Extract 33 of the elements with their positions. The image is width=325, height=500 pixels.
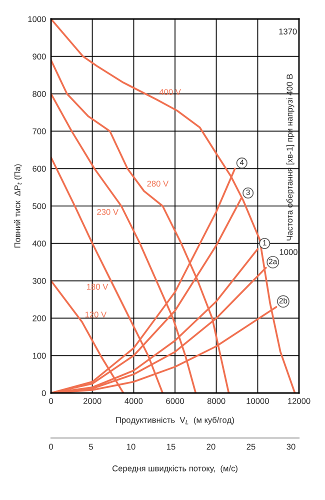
y-tick-label: 100: [32, 352, 46, 359]
y-tick-label: 600: [32, 166, 46, 172]
y-tick-label: 900: [32, 54, 46, 60]
series-label: 230 V: [97, 209, 118, 215]
x-axis-title: Продуктивність V$_{L}$ (м куб/год): [116, 416, 234, 425]
x2-tick-label: 5: [89, 444, 93, 450]
x2-tick-label: 15: [167, 444, 176, 450]
y-tick-label: 500: [32, 203, 46, 210]
x-tick-label: 2000: [84, 398, 102, 404]
series-label: 280 V: [147, 180, 169, 187]
x2-tick-label: 25: [246, 444, 256, 450]
x-tick-label: 12000: [288, 398, 310, 404]
y-tick-label: 200: [32, 315, 46, 322]
y-tick-label: 300: [32, 278, 46, 284]
x2-axis-title: Середня швидкість потоку, (м/с): [112, 465, 238, 473]
y-tick-label: 700: [32, 128, 46, 134]
annotation: 1370: [279, 28, 297, 34]
x-tick-label: 6000: [166, 398, 184, 404]
y-tick-label: 800: [32, 91, 46, 97]
y-tick-label: 0: [42, 390, 46, 396]
annotation: 1000: [280, 249, 298, 255]
x-tick-label: 4000: [124, 398, 143, 404]
x-tick-label: 0: [49, 398, 54, 404]
x2-tick-label: 30: [286, 444, 296, 450]
y-tick-label: 400: [32, 240, 46, 246]
annotation: Частота обертання [хв-1] при напрузі 400 В: [286, 74, 294, 240]
x-tick-label: 8000: [207, 398, 226, 404]
y-tick-label: 1000: [28, 16, 46, 22]
x-tick-label: 10000: [246, 398, 269, 404]
x2-tick-label: 20: [206, 444, 216, 450]
x2-tick-label: 10: [127, 444, 136, 450]
x2-tick-label: 0: [49, 444, 54, 450]
y-axis-title: Повний тиск ΔP$_{t}$ (Па): [14, 164, 22, 248]
